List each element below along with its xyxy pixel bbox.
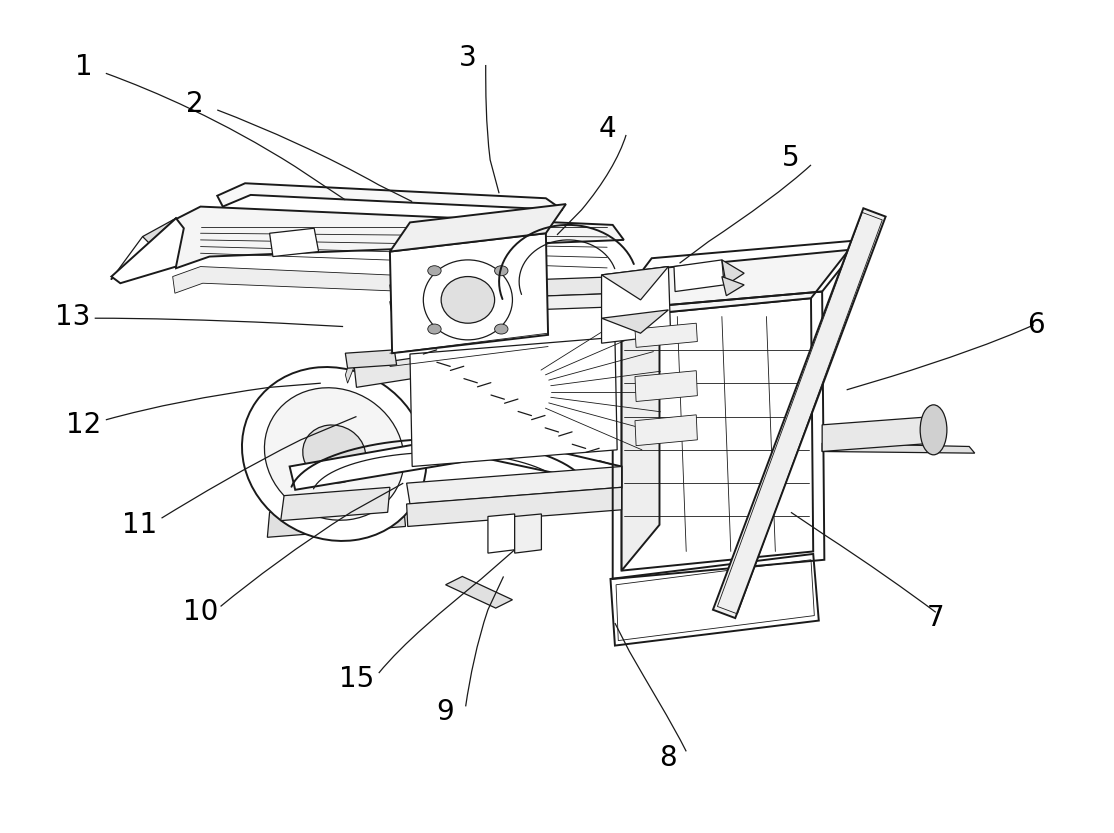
Polygon shape: [602, 310, 668, 333]
Polygon shape: [622, 250, 849, 317]
Polygon shape: [410, 337, 617, 466]
Polygon shape: [602, 267, 668, 300]
Polygon shape: [488, 514, 515, 553]
Polygon shape: [267, 501, 405, 537]
Ellipse shape: [423, 260, 512, 340]
Text: 4: 4: [598, 115, 616, 143]
Text: 2: 2: [186, 90, 204, 118]
Polygon shape: [713, 208, 886, 618]
Polygon shape: [602, 267, 671, 343]
Ellipse shape: [920, 405, 947, 455]
Polygon shape: [610, 554, 819, 646]
Polygon shape: [390, 233, 548, 353]
Polygon shape: [111, 218, 184, 283]
Ellipse shape: [242, 367, 427, 541]
Ellipse shape: [495, 324, 508, 334]
Polygon shape: [217, 183, 563, 210]
Polygon shape: [515, 514, 541, 553]
Polygon shape: [635, 323, 697, 347]
Polygon shape: [345, 350, 397, 368]
Text: 12: 12: [66, 411, 101, 439]
Polygon shape: [622, 298, 813, 571]
Ellipse shape: [264, 387, 404, 521]
Polygon shape: [270, 228, 319, 257]
Text: 6: 6: [1027, 311, 1045, 339]
Polygon shape: [143, 218, 180, 243]
Polygon shape: [173, 267, 615, 300]
Ellipse shape: [428, 324, 441, 334]
Text: 11: 11: [121, 511, 157, 539]
Text: 15: 15: [339, 665, 374, 693]
Ellipse shape: [495, 266, 508, 276]
Polygon shape: [390, 293, 624, 315]
Polygon shape: [674, 260, 724, 292]
Polygon shape: [635, 371, 697, 402]
Ellipse shape: [441, 277, 495, 323]
Text: 8: 8: [659, 744, 677, 772]
Ellipse shape: [303, 425, 365, 483]
Polygon shape: [822, 416, 934, 451]
Polygon shape: [407, 487, 622, 526]
Ellipse shape: [428, 266, 441, 276]
Polygon shape: [354, 357, 426, 387]
Polygon shape: [390, 277, 624, 302]
Polygon shape: [173, 207, 624, 268]
Polygon shape: [446, 576, 512, 608]
Polygon shape: [635, 415, 697, 446]
Polygon shape: [281, 487, 390, 521]
Text: 3: 3: [459, 44, 477, 72]
Polygon shape: [290, 433, 622, 490]
Polygon shape: [345, 358, 354, 383]
Polygon shape: [822, 443, 975, 453]
Text: 1: 1: [75, 52, 92, 81]
Text: 7: 7: [927, 604, 945, 632]
Polygon shape: [722, 260, 744, 285]
Polygon shape: [407, 466, 622, 504]
Polygon shape: [622, 268, 659, 571]
Text: 13: 13: [55, 302, 90, 331]
Text: 9: 9: [437, 698, 455, 726]
Polygon shape: [722, 277, 744, 296]
Text: 10: 10: [183, 598, 218, 626]
Polygon shape: [390, 204, 566, 252]
Text: 5: 5: [782, 144, 800, 172]
